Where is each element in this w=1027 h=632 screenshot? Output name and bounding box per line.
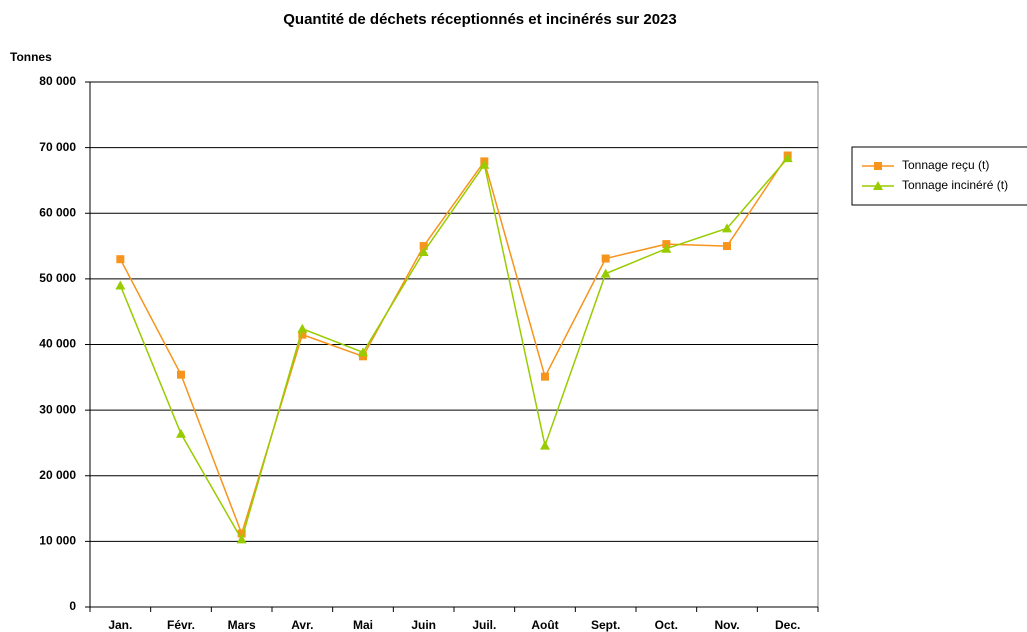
x-tick-label: Août	[531, 618, 558, 632]
data-point	[601, 254, 610, 263]
y-tick-label: 0	[69, 599, 76, 613]
x-tick-label: Jan.	[108, 618, 132, 632]
data-point	[419, 242, 428, 251]
data-point	[541, 372, 549, 381]
y-tick-label: 10 000	[39, 534, 76, 548]
data-point	[298, 330, 307, 339]
data-point	[479, 159, 490, 169]
y-tick-label: 70 000	[39, 140, 76, 154]
y-tick-label: 40 000	[39, 337, 76, 351]
data-point	[358, 347, 368, 357]
x-tick-label: Févr.	[167, 618, 195, 632]
x-tick-label: Mai	[353, 618, 373, 632]
series-line	[119, 157, 789, 542]
x-tick-label: Dec.	[775, 618, 800, 632]
data-point	[722, 223, 732, 233]
y-tick-label: 80 000	[39, 74, 76, 88]
chart-title: Quantité de déchets réceptionnés et inci…	[283, 11, 676, 28]
y-tick-label: 60 000	[39, 205, 76, 219]
data-point	[177, 370, 185, 379]
data-point	[600, 268, 611, 278]
legend-box	[851, 146, 1027, 206]
y-axis-label: Tonnes	[10, 50, 52, 64]
data-point	[237, 529, 246, 538]
data-point	[236, 534, 247, 544]
x-tick-label: Nov.	[714, 618, 739, 632]
x-tick-label: Avr.	[291, 618, 313, 632]
legend-label: Tonnage reçu (t)	[902, 158, 989, 172]
data-point	[540, 440, 550, 450]
series-line	[119, 155, 789, 536]
x-tick-label: Mars	[228, 618, 256, 632]
data-point	[723, 242, 731, 251]
x-tick-label: Sept.	[591, 618, 620, 632]
data-point	[116, 255, 125, 264]
y-tick-label: 50 000	[39, 271, 76, 285]
x-tick-label: Juil.	[472, 618, 496, 632]
data-point	[782, 153, 793, 163]
data-point	[661, 243, 672, 253]
data-point	[297, 323, 308, 333]
x-tick-label: Oct.	[655, 618, 678, 632]
legend-label: Tonnage incinéré (t)	[902, 178, 1008, 192]
y-tick-label: 30 000	[39, 402, 76, 416]
x-tick-label: Juin	[411, 618, 436, 632]
legend-marker	[873, 181, 883, 190]
data-point	[418, 246, 429, 256]
legend-marker	[874, 162, 882, 170]
y-tick-label: 20 000	[39, 468, 76, 482]
data-point	[176, 428, 186, 438]
data-point	[115, 280, 126, 290]
